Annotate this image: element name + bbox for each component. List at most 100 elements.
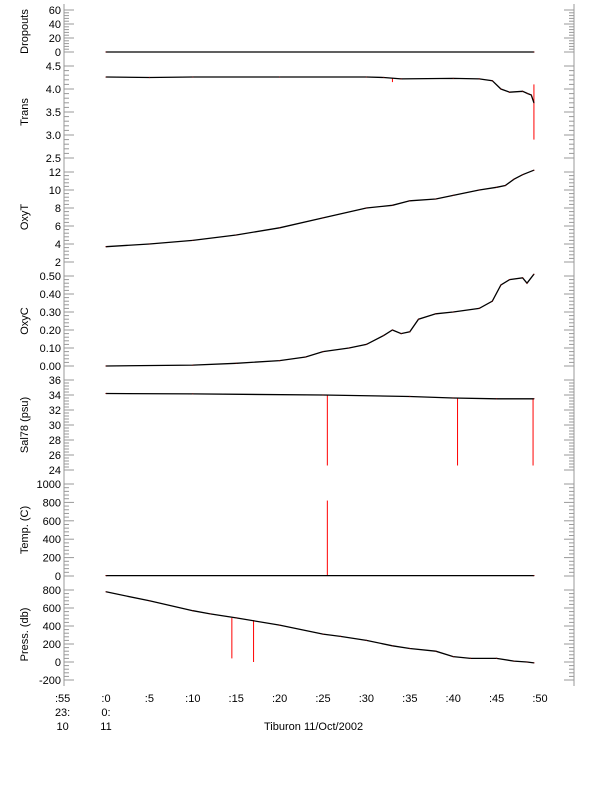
data-point <box>339 635 341 637</box>
data-point <box>105 575 107 577</box>
y-tick-label: 36 <box>49 375 61 387</box>
data-point <box>533 102 535 104</box>
data-point <box>496 657 498 660</box>
y-tick-label: 1000 <box>37 479 61 491</box>
data-point <box>105 246 107 248</box>
data-point <box>322 394 324 396</box>
y-tick-label: 24 <box>49 465 61 477</box>
x-tick-label: :10 <box>185 693 200 705</box>
y-tick-label: 3.5 <box>46 107 61 119</box>
data-point <box>533 273 535 275</box>
y-axis-label: Sal78 (psu) <box>19 397 31 453</box>
y-tick-label: 0 <box>55 657 61 669</box>
y-tick-label: 34 <box>49 390 61 402</box>
x-tick-label: :25 <box>315 693 330 705</box>
y-tick-label: 32 <box>49 405 61 417</box>
data-point <box>391 204 394 206</box>
data-point <box>235 362 237 364</box>
y-tick-label: 60 <box>49 5 61 17</box>
panel-oxyc: 0.00 0.10 0.20 0.30 0.40 0.50 OxyC <box>19 269 575 373</box>
y-axis-label: Press. (db) <box>19 608 31 662</box>
y-tick-label: 40 <box>49 19 61 31</box>
y-tick-label: 200 <box>43 639 61 651</box>
data-point <box>235 234 237 236</box>
data-point <box>105 392 107 395</box>
data-point <box>500 284 502 286</box>
series-line-oxyc <box>105 273 535 367</box>
y-tick-label: 0.00 <box>40 361 61 373</box>
panel-temp: 0 200 400 600 800 1000 Temp. (C) <box>19 477 575 583</box>
series-line-trans <box>105 76 535 104</box>
x-tick-label: :5 <box>145 693 154 705</box>
data-point <box>105 76 107 78</box>
data-point <box>235 617 237 619</box>
data-point <box>533 662 535 664</box>
data-point <box>409 200 411 202</box>
data-point <box>409 395 411 398</box>
y-tick-label: 20 <box>49 33 61 45</box>
y-tick-label: 4 <box>55 239 61 251</box>
data-point <box>391 329 394 331</box>
data-point <box>279 227 281 229</box>
data-point <box>400 78 402 80</box>
y-tick-label: 600 <box>43 516 61 528</box>
data-point <box>526 282 528 284</box>
data-point <box>526 661 528 663</box>
data-point <box>365 207 367 209</box>
data-point <box>452 77 454 80</box>
data-point <box>192 393 194 395</box>
data-point <box>209 613 211 615</box>
chart-title: Tiburon 11/Oct/2002 <box>264 721 363 733</box>
data-point <box>383 76 385 79</box>
y-tick-label: 0 <box>55 571 61 583</box>
data-point <box>305 356 307 358</box>
series-line-sal78 <box>105 392 534 400</box>
data-point <box>452 397 454 399</box>
y-axis-label: Dropouts <box>19 9 31 54</box>
data-point <box>452 311 454 313</box>
data-point <box>148 243 150 245</box>
y-tick-label: 8 <box>55 203 61 215</box>
y-tick-label: 0.20 <box>40 325 61 337</box>
data-point <box>192 610 194 612</box>
y-axis-label: OxyC <box>19 307 31 335</box>
data-point <box>469 657 472 660</box>
y-tick-label: 0.10 <box>40 343 61 355</box>
panel-dropouts: 0 20 40 60 Dropouts <box>19 4 575 59</box>
x-day-label: 11 <box>100 721 111 733</box>
data-point <box>417 318 420 320</box>
data-point <box>383 334 385 336</box>
data-point <box>435 650 437 652</box>
data-point <box>400 333 402 335</box>
data-point <box>504 184 506 187</box>
y-tick-label: 400 <box>43 534 61 546</box>
series-line-press <box>105 591 534 664</box>
x-tick-label: :35 <box>402 693 417 705</box>
data-point <box>491 80 493 82</box>
y-tick-label: 800 <box>43 585 61 597</box>
data-point <box>279 360 281 362</box>
panel-sal78: 24 26 28 30 32 34 36 Sal78 (psu) <box>19 373 575 477</box>
y-tick-label: 10 <box>49 185 61 197</box>
y-tick-label: 200 <box>43 553 61 565</box>
panel-oxyt: 2 4 6 8 10 12 OxyT <box>19 165 575 269</box>
data-point <box>192 239 194 241</box>
data-point <box>496 398 498 400</box>
data-point <box>491 300 493 302</box>
data-point <box>105 51 107 53</box>
data-point <box>509 91 511 93</box>
x-tick-label: :50 <box>532 693 547 705</box>
y-tick-label: 0.30 <box>40 307 61 319</box>
y-tick-label: 0 <box>55 47 61 59</box>
data-point <box>452 194 454 196</box>
x-tick-label: :20 <box>272 693 287 705</box>
data-point <box>105 591 107 593</box>
y-tick-label: 0.50 <box>40 271 61 283</box>
panel-trans: 2.5 3.0 3.5 4.0 4.5 Trans <box>19 59 575 165</box>
data-point <box>365 76 367 78</box>
y-tick-label: 28 <box>49 435 61 447</box>
data-point <box>192 364 194 366</box>
series-line-oxyt <box>105 169 535 248</box>
data-point <box>348 347 350 349</box>
